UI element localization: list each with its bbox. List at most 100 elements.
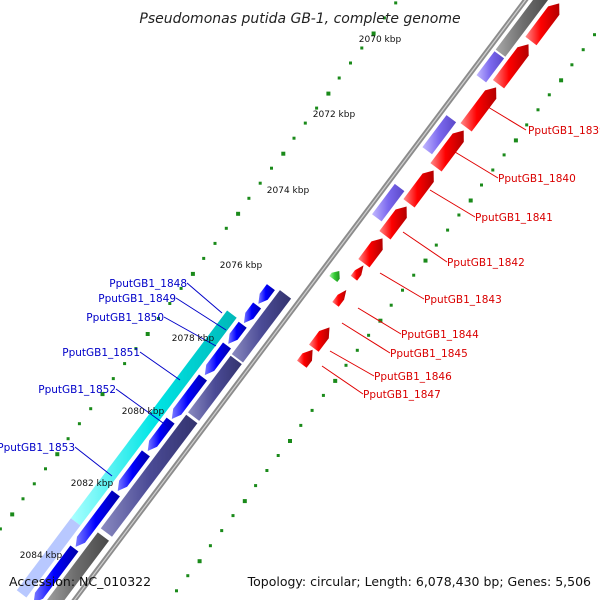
scale-dot (559, 78, 564, 83)
scale-dot (55, 452, 60, 457)
reverse-cds-arrow (243, 302, 262, 324)
gene-label-pputgb1-1840[interactable]: PputGB1_1840 (498, 173, 576, 185)
scale-dot (32, 482, 36, 486)
forward-cds-arrow (403, 170, 434, 208)
scale-dot (337, 76, 341, 80)
forward-cds-arrow (492, 44, 529, 89)
leader-line (329, 350, 375, 377)
scale-dot (213, 241, 217, 245)
scale-dot (292, 136, 296, 140)
tick-label-2074: 2074 kbp (267, 186, 310, 196)
scale-dot (89, 407, 93, 411)
gene-label-pputgb1-1842[interactable]: PputGB1_1842 (447, 257, 525, 269)
scale-dot (423, 258, 428, 263)
scale-dot (593, 33, 596, 37)
scale-dot (197, 559, 202, 564)
scale-dot (224, 226, 228, 230)
gene-label-pputgb1-1847[interactable]: PputGB1_1847 (363, 389, 441, 401)
scale-dot (401, 288, 404, 292)
scale-dot (360, 46, 364, 50)
reverse-cds-arrow (228, 321, 247, 344)
leader-line (321, 365, 364, 395)
scale-dot (333, 378, 338, 383)
scale-dot (446, 228, 450, 232)
leader-line (341, 322, 391, 354)
scale-dot (355, 348, 359, 352)
gene-label-pputgb1-1844[interactable]: PputGB1_1844 (401, 329, 479, 341)
reverse-cds-arrow (117, 450, 150, 491)
scale-dot (344, 363, 348, 367)
gene-label-pputgb1-1846[interactable]: PputGB1_1846 (374, 371, 452, 383)
cog-purple-block (476, 51, 505, 83)
scale-dot (367, 333, 371, 337)
scale-dot (242, 499, 247, 504)
leader-line (139, 351, 181, 381)
scale-dot (412, 273, 416, 277)
scale-dot (0, 527, 2, 531)
scale-dot (179, 286, 183, 290)
scale-dot (168, 302, 172, 305)
gene-label-pputgb1-1852[interactable]: PputGB1_1852 (38, 384, 116, 396)
cog-grey-block (47, 532, 109, 600)
scale-dot (480, 183, 483, 187)
gene-label-pputgb1-1849[interactable]: PputGB1_1849 (98, 293, 176, 305)
leader-line (186, 282, 223, 314)
scale-dot (525, 123, 529, 127)
scale-dot (202, 256, 206, 260)
forward-cds-arrow (332, 290, 347, 307)
tick-label-2080: 2080 kbp (122, 407, 165, 417)
scale-dot (123, 362, 127, 366)
scale-dot (100, 392, 105, 397)
scale-dot (491, 168, 495, 172)
feature-tracks (16, 0, 560, 600)
forward-cds-arrow (525, 3, 560, 46)
scale-dot (111, 377, 115, 381)
gene-label-pputgb1-1850[interactable]: PputGB1_1850 (86, 312, 164, 324)
scale-dot (434, 243, 438, 247)
scale-dot (457, 213, 461, 217)
gene-label-pputgb1-1839[interactable]: PputGB1_1839 (528, 125, 600, 137)
scale-dot (303, 121, 307, 125)
scale-dot (270, 166, 273, 170)
scale-dot (394, 1, 398, 5)
forward-cds-arrow (430, 130, 464, 172)
leader-line (163, 316, 217, 347)
cog-slate-block (100, 414, 198, 537)
forward-cds-arrow (358, 238, 383, 268)
leader-line (402, 231, 448, 263)
cog-slate-block (188, 355, 242, 421)
tick-label-2076: 2076 kbp (220, 261, 263, 271)
gene-label-pputgb1-1851[interactable]: PputGB1_1851 (62, 347, 140, 359)
rna-gene (329, 271, 340, 282)
scale-dot (236, 211, 241, 216)
scale-dot (258, 181, 262, 185)
genome-backbone (71, 0, 529, 600)
scale-dot (247, 196, 251, 200)
gene-label-pputgb1-1848[interactable]: PputGB1_1848 (109, 278, 187, 290)
scale-dot (513, 138, 518, 143)
scale-dot (10, 512, 15, 517)
gene-label-pputgb1-1853[interactable]: PputGB1_1853 (0, 442, 75, 454)
backbone-highlight (73, 0, 527, 600)
scale-dot (134, 347, 138, 351)
cog-grey-block (495, 0, 548, 57)
leader-line (379, 272, 425, 300)
leader-line (357, 307, 402, 335)
scale-dot (371, 31, 376, 36)
forward-cds-arrow (350, 265, 364, 281)
cog-purple-block (372, 183, 405, 222)
gene-label-pputgb1-1845[interactable]: PputGB1_1845 (390, 348, 468, 360)
leader-line (454, 151, 499, 179)
genome-title: Pseudomonas putida GB-1, complete genome (139, 11, 460, 27)
scale-dot (254, 484, 258, 488)
gene-label-pputgb1-1841[interactable]: PputGB1_1841 (475, 212, 553, 224)
gene-label-pputgb1-1843[interactable]: PputGB1_1843 (424, 294, 502, 306)
scale-dot (547, 93, 551, 97)
scale-dot (186, 574, 190, 578)
tick-label-2078: 2078 kbp (172, 334, 215, 344)
cog-purple-block (422, 115, 457, 155)
forward-cds-arrow (460, 87, 497, 132)
